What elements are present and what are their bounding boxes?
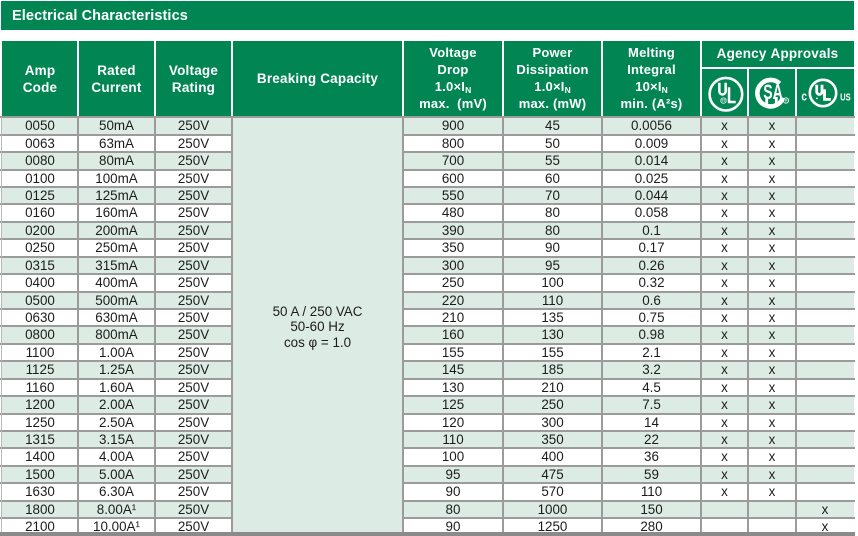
svg-text:SA: SA xyxy=(763,81,783,104)
svg-text:R: R xyxy=(722,98,725,103)
svg-text:US: US xyxy=(840,93,851,104)
svg-text:c: c xyxy=(801,90,807,104)
svg-text:R: R xyxy=(785,98,788,103)
